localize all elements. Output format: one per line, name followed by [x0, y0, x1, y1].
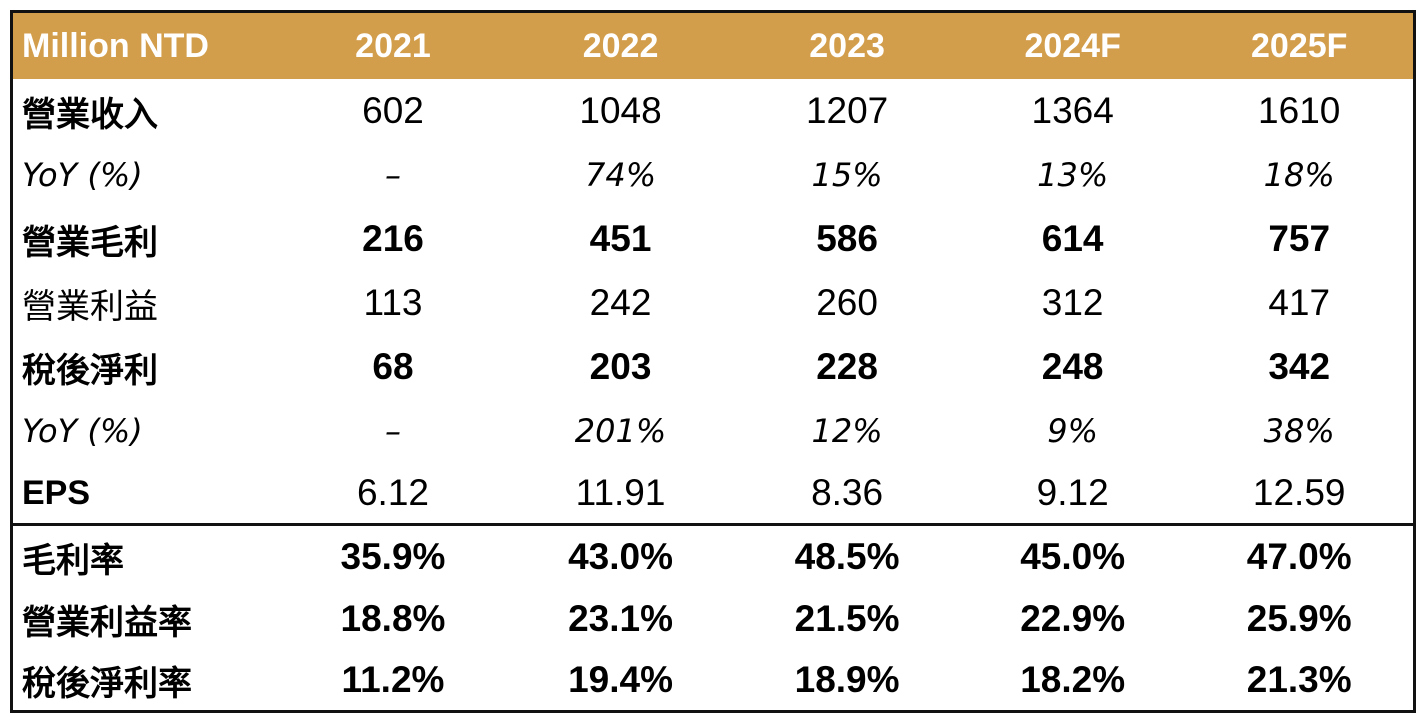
table-cell: 19.4% [568, 659, 673, 700]
header-cell-2025f: 2025F [1251, 26, 1348, 65]
table-cell: 248 [1041, 346, 1104, 387]
table-cell: 9% [1047, 412, 1099, 450]
table-cell: 8.36 [811, 472, 884, 513]
table-cell: 228 [816, 346, 878, 387]
header-row: Million NTD 2021 2022 2023 2024F 2025F [13, 13, 1413, 79]
table-row-net-income-yoy: YoY (%) – 201% 12% 9% 38% [13, 399, 1413, 463]
table-cell: 12.59 [1252, 472, 1346, 513]
table-cell: 13% [1037, 156, 1109, 194]
table-cell: 1048 [579, 90, 662, 131]
row-label: 營業毛利 [22, 223, 158, 262]
table-cell: 312 [1041, 282, 1104, 323]
table-cell: 35.9% [340, 536, 446, 577]
table-cell: 11.2% [341, 659, 445, 700]
header-cell-unit: Million NTD [22, 26, 209, 65]
table-cell: 342 [1268, 346, 1331, 387]
table-cell: 18% [1263, 156, 1335, 194]
row-label: 稅後淨利率 [22, 664, 192, 703]
row-label: 營業收入 [22, 95, 158, 134]
table-cell: 242 [589, 282, 652, 323]
table-cell: 12% [811, 412, 883, 450]
table-cell: 417 [1268, 282, 1331, 323]
table-cell: 451 [589, 218, 652, 259]
table-cell: 48.5% [794, 536, 900, 577]
table-cell: 201% [574, 412, 667, 450]
row-label: 毛利率 [22, 541, 124, 580]
table-cell: 203 [589, 346, 652, 387]
section-divider [13, 523, 1413, 526]
row-label: 稅後淨利 [22, 351, 158, 390]
table-cell: 216 [362, 218, 424, 259]
table-cell: – [384, 156, 401, 194]
header-cell-2024f: 2024F [1024, 26, 1121, 65]
table-cell: 614 [1041, 218, 1104, 259]
table-cell: 586 [816, 218, 878, 259]
table-cell: 23.1% [568, 598, 673, 639]
table-cell: 15% [811, 156, 883, 194]
table-cell: 602 [362, 90, 424, 131]
table-row-operating-margin: 營業利益率 18.8% 23.1% 21.5% 22.9% 25.9% [13, 588, 1413, 650]
table-cell: 25.9% [1246, 598, 1352, 639]
header-cell-2023: 2023 [809, 26, 885, 65]
table-row-revenue-yoy: YoY (%) – 74% 15% 13% 18% [13, 143, 1413, 207]
table-cell: 260 [816, 282, 878, 323]
table-cell: 18.8% [340, 598, 446, 639]
table-cell: 113 [363, 282, 423, 323]
table-cell: 45.0% [1020, 536, 1126, 577]
table-cell: 1610 [1258, 90, 1341, 131]
table-cell: 18.9% [794, 659, 900, 700]
table-cell: 18.2% [1020, 659, 1126, 700]
table-row-net-income: 稅後淨利 68 203 228 248 342 [13, 335, 1413, 399]
table-cell: 43.0% [568, 536, 673, 577]
row-label: 營業利益率 [22, 603, 192, 642]
header-cell-2021: 2021 [355, 26, 431, 65]
table-cell: 68 [372, 346, 414, 387]
table-cell: 1364 [1031, 90, 1114, 131]
table-cell: 757 [1268, 218, 1331, 259]
table-cell: 21.3% [1246, 659, 1352, 700]
financial-table: Million NTD 2021 2022 2023 2024F 2025F 營… [10, 10, 1416, 713]
table-cell: 1207 [805, 90, 889, 131]
table-cell: – [384, 412, 401, 450]
table-cell: 47.0% [1246, 536, 1352, 577]
table-cell: 21.5% [794, 598, 900, 639]
table-row-gross-profit: 營業毛利 216 451 586 614 757 [13, 207, 1413, 271]
table-row-net-margin: 稅後淨利率 11.2% 19.4% 18.9% 18.2% 21.3% [13, 650, 1413, 710]
table-row-revenue: 營業收入 602 1048 1207 1364 1610 [13, 79, 1413, 143]
table-row-eps: EPS 6.12 11.91 8.36 9.12 12.59 [13, 463, 1413, 523]
table-cell: 22.9% [1020, 598, 1126, 639]
row-label: EPS [22, 473, 91, 512]
table-row-gross-margin: 毛利率 35.9% 43.0% 48.5% 45.0% 47.0% [13, 526, 1413, 588]
table-cell: 74% [584, 156, 657, 194]
header-cell-2022: 2022 [582, 26, 659, 65]
table-cell: 38% [1263, 412, 1335, 450]
table-row-operating-income: 營業利益 113 242 260 312 417 [13, 271, 1413, 335]
table-cell: 9.12 [1036, 472, 1109, 513]
row-label: YoY (%) [22, 156, 143, 194]
table-cell: 6.12 [356, 472, 429, 513]
row-label: 營業利益 [22, 287, 158, 326]
row-label: YoY (%) [22, 412, 143, 450]
table-cell: 11.91 [575, 472, 666, 513]
